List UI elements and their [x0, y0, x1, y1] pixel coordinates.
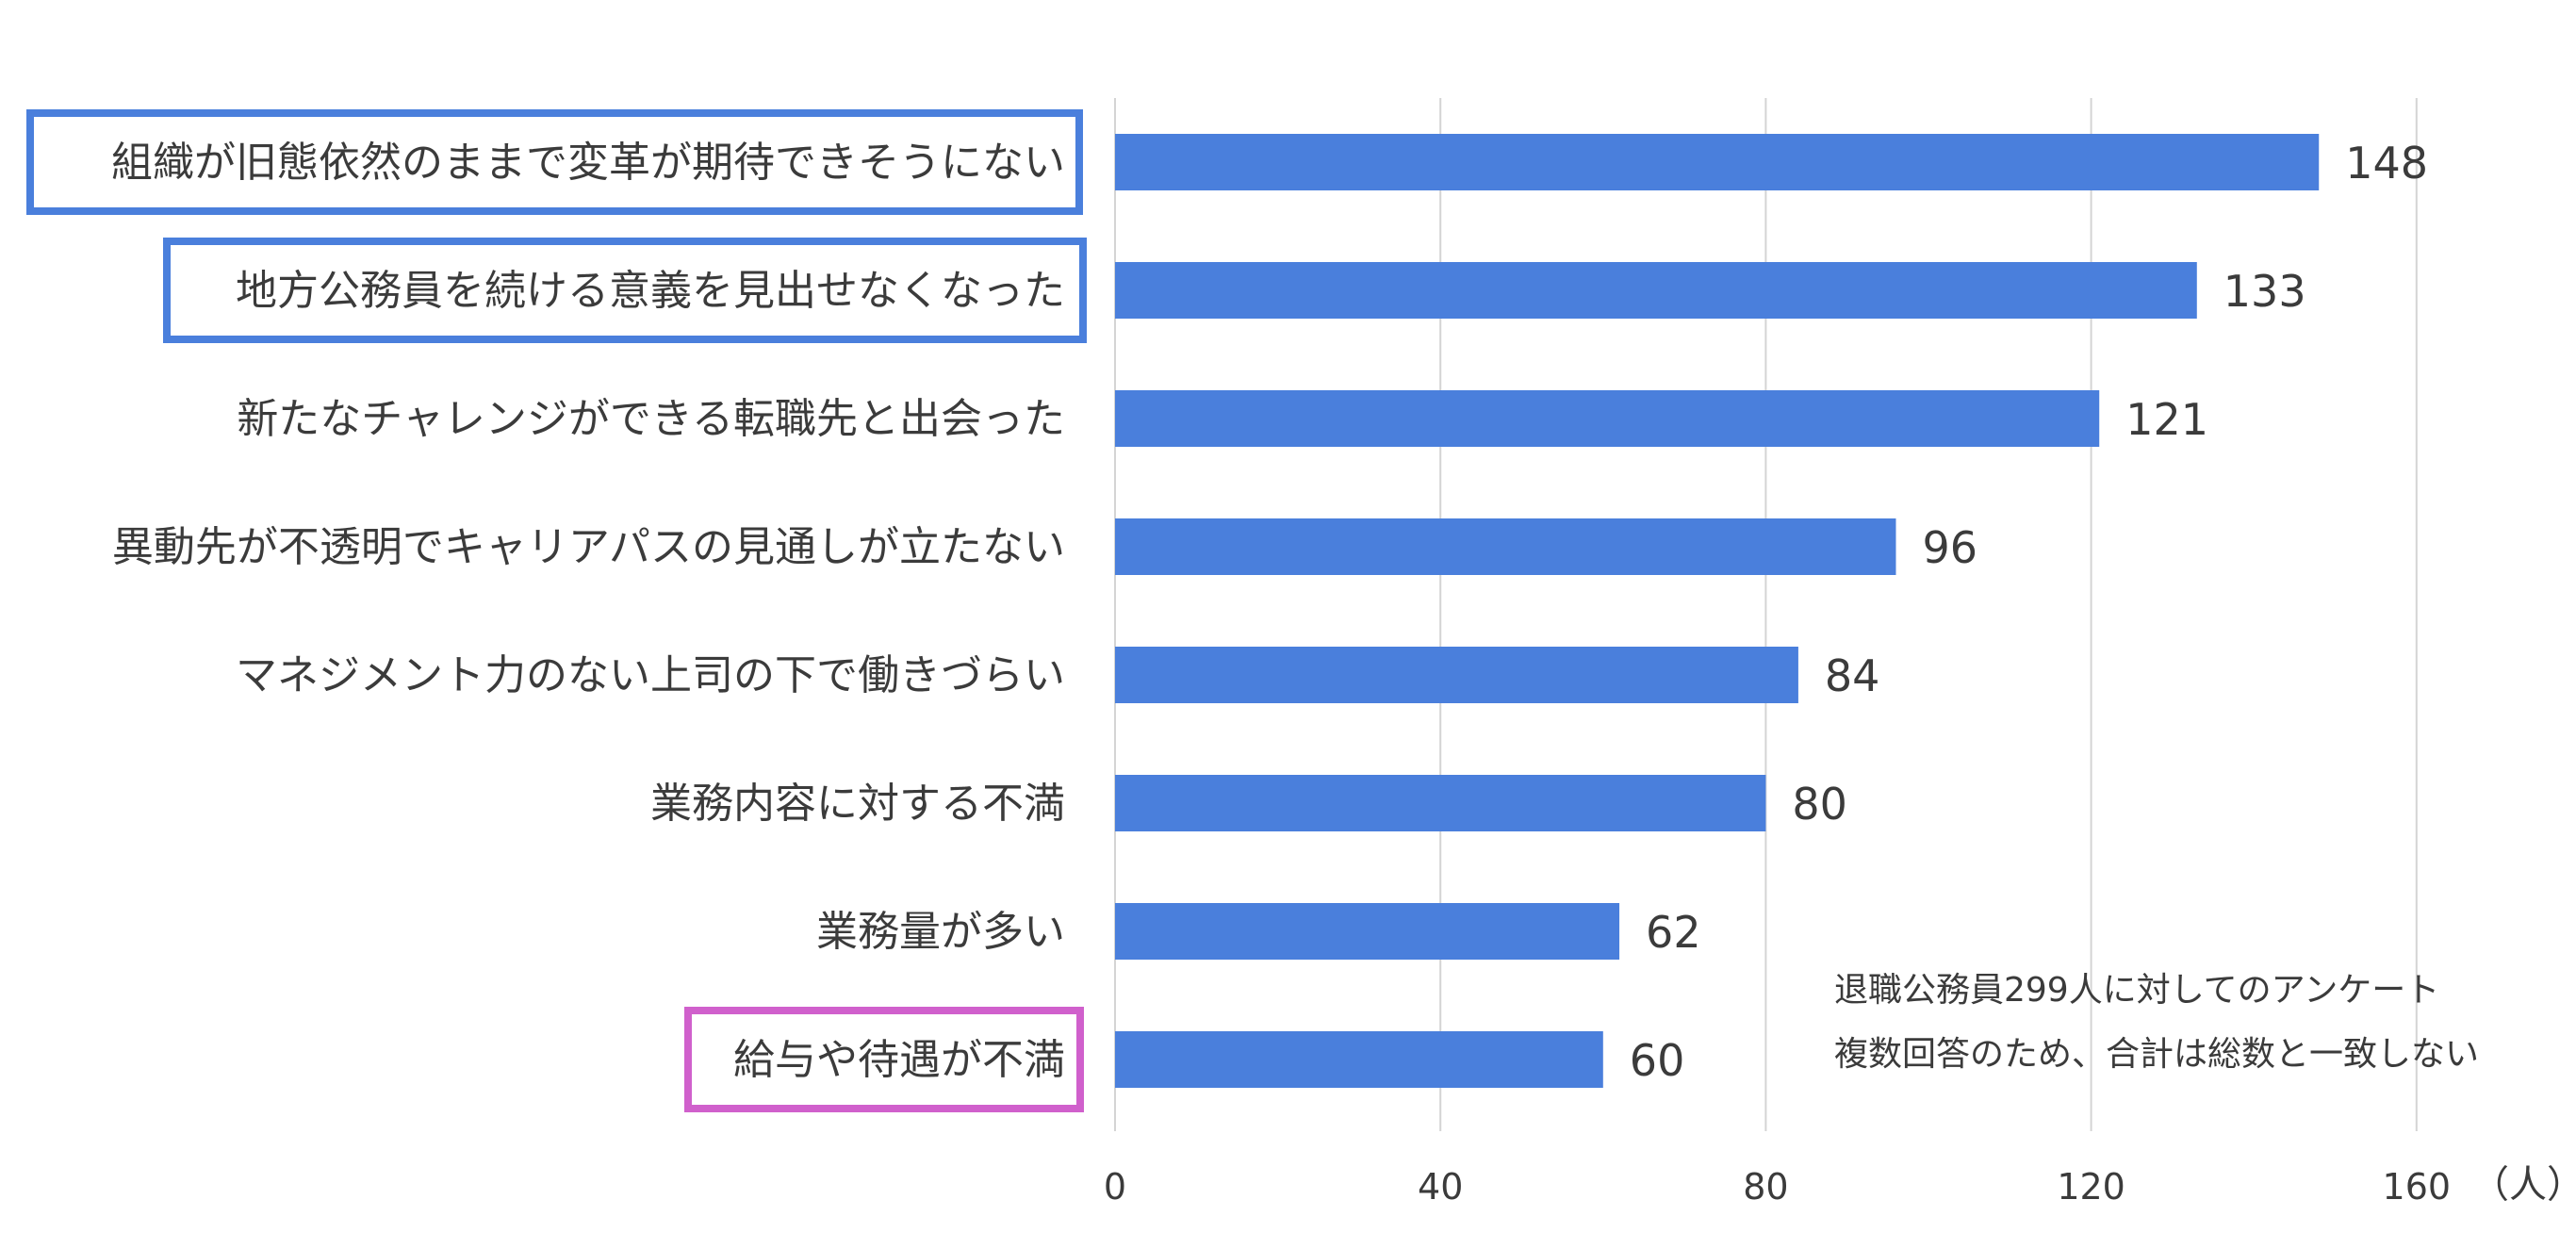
bar: [1115, 134, 2320, 190]
category-label: 新たなチャレンジができる転職先と出会った: [237, 395, 1065, 443]
x-axis-unit: （人）: [2471, 1163, 2576, 1207]
category-label: 業務内容に対する不満: [650, 780, 1065, 828]
x-tick-label: 160: [2383, 1166, 2452, 1208]
x-tick-label: 40: [1418, 1166, 1463, 1208]
x-axis-ticks: 0 40 80 120 160: [1104, 1166, 2451, 1208]
category-label: 業務量が多い: [816, 908, 1065, 956]
note-multiple-answers: 複数回答のため、合計は総数と一致しない: [1834, 1035, 2479, 1074]
category-highlight-box: [684, 1007, 1084, 1112]
category-labels: 組織が旧態依然のままで変革が期待できそうにない地方公務員を続ける意義を見出せなく…: [26, 109, 1087, 1112]
bar-value-label: 148: [2345, 138, 2428, 189]
category-label: マネジメント力のない上司の下で働きづらい: [236, 651, 1065, 699]
bar-value-label: 80: [1792, 779, 1847, 830]
category-label: 異動先が不透明でキャリアパスの見通しが立たない: [112, 523, 1065, 571]
survey-notes: 退職公務員299人に対してのアンケート 複数回答のため、合計は総数と一致しない: [1834, 971, 2479, 1074]
bar-value-label: 121: [2125, 394, 2208, 445]
bar: [1115, 1031, 1603, 1088]
bars: [1115, 134, 2320, 1088]
bar: [1115, 390, 2100, 447]
bar-value-label: 96: [1922, 522, 1977, 573]
category-highlight-box: [26, 109, 1083, 215]
bar: [1115, 775, 1766, 831]
x-tick-label: 120: [2057, 1166, 2125, 1208]
x-tick-label: 0: [1104, 1166, 1126, 1208]
category-highlight-box: [163, 238, 1087, 343]
value-labels: 148 133 121 96 84 80 62 60: [1630, 138, 2428, 1086]
category-label: 給与や待遇が不満: [733, 1036, 1065, 1084]
bar: [1115, 647, 1798, 703]
bar-value-label: 133: [2223, 266, 2306, 317]
bar-value-label: 84: [1825, 650, 1880, 701]
bar: [1115, 518, 1896, 575]
bar: [1115, 262, 2197, 319]
bar: [1115, 903, 1620, 960]
note-respondents: 退職公務員299人に対してのアンケート: [1834, 971, 2439, 1010]
category-label: 組織が旧態依然のままで変革が期待できそうにない: [111, 139, 1065, 187]
category-label: 地方公務員を続ける意義を見出せなくなった: [236, 267, 1065, 315]
x-tick-label: 80: [1743, 1166, 1788, 1208]
bar-value-label: 62: [1646, 907, 1701, 958]
bar-value-label: 60: [1630, 1035, 1685, 1086]
